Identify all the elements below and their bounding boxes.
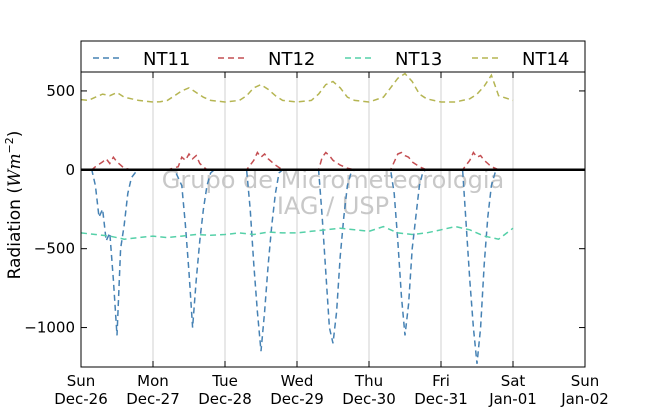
legend-box: [80, 40, 586, 73]
legend-label-nt13: NT13: [395, 49, 442, 70]
x-tick-label-date: Dec-29: [270, 390, 324, 408]
x-tick-label-day: Tue: [211, 372, 238, 390]
x-tick-label-day: Thu: [354, 372, 383, 390]
watermark-line-2: IAG / USP: [277, 192, 389, 220]
legend-label-nt11: NT11: [143, 49, 190, 70]
x-tick-label-day: Mon: [137, 372, 169, 390]
y-tick-label: −500: [34, 240, 75, 258]
x-tick-label-day: Sat: [501, 372, 526, 390]
x-tick-label-date: Dec-30: [342, 390, 396, 408]
x-tick-label-date: Dec-27: [126, 390, 180, 408]
watermark: Grupo de Micrometeorologia IAG / USP: [162, 166, 504, 220]
x-tick-label-date: Dec-31: [414, 390, 468, 408]
legend-label-nt14: NT14: [522, 49, 569, 70]
series-line-nt14: [80, 72, 514, 103]
x-tick-label-day: Wed: [281, 372, 314, 390]
x-tick-label-date: Jan-02: [560, 390, 609, 408]
grid-layer: [152, 72, 514, 367]
legend: NT11 NT12 NT13 NT14: [80, 40, 586, 73]
axes-layer: 5000−500−1000SunDec-26MonDec-27TueDec-28…: [24, 71, 609, 408]
x-tick-label-day: Fri: [432, 372, 450, 390]
series-line-nt13: [80, 225, 514, 241]
legend-label-nt12: NT12: [268, 49, 315, 70]
x-tick-label-date: Jan-01: [488, 390, 537, 408]
y-tick-label: 0: [65, 161, 75, 179]
x-tick-label-date: Dec-26: [54, 390, 108, 408]
y-tick-label: 500: [46, 82, 75, 100]
y-axis-label: Radiation (Wm−2): [3, 131, 25, 280]
y-tick-label: −1000: [24, 319, 75, 337]
x-tick-label-day: Sun: [67, 372, 96, 390]
x-tick-label-date: Dec-28: [198, 390, 252, 408]
x-tick-label-day: Sun: [571, 372, 600, 390]
